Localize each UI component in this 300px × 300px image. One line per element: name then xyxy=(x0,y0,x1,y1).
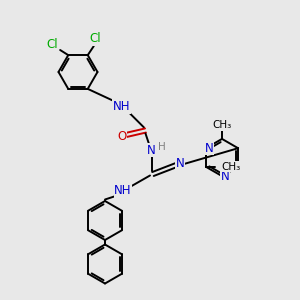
Text: NH: NH xyxy=(113,100,130,113)
Text: CH₃: CH₃ xyxy=(212,120,232,130)
Text: O: O xyxy=(117,130,126,143)
Text: H: H xyxy=(158,142,166,152)
Text: N: N xyxy=(220,169,230,183)
Text: NH: NH xyxy=(114,184,132,197)
Text: Cl: Cl xyxy=(89,32,101,45)
Text: Cl: Cl xyxy=(46,38,58,51)
Text: N: N xyxy=(176,157,184,170)
Text: CH₃: CH₃ xyxy=(221,162,240,172)
Text: N: N xyxy=(205,142,213,155)
Text: N: N xyxy=(147,143,156,157)
